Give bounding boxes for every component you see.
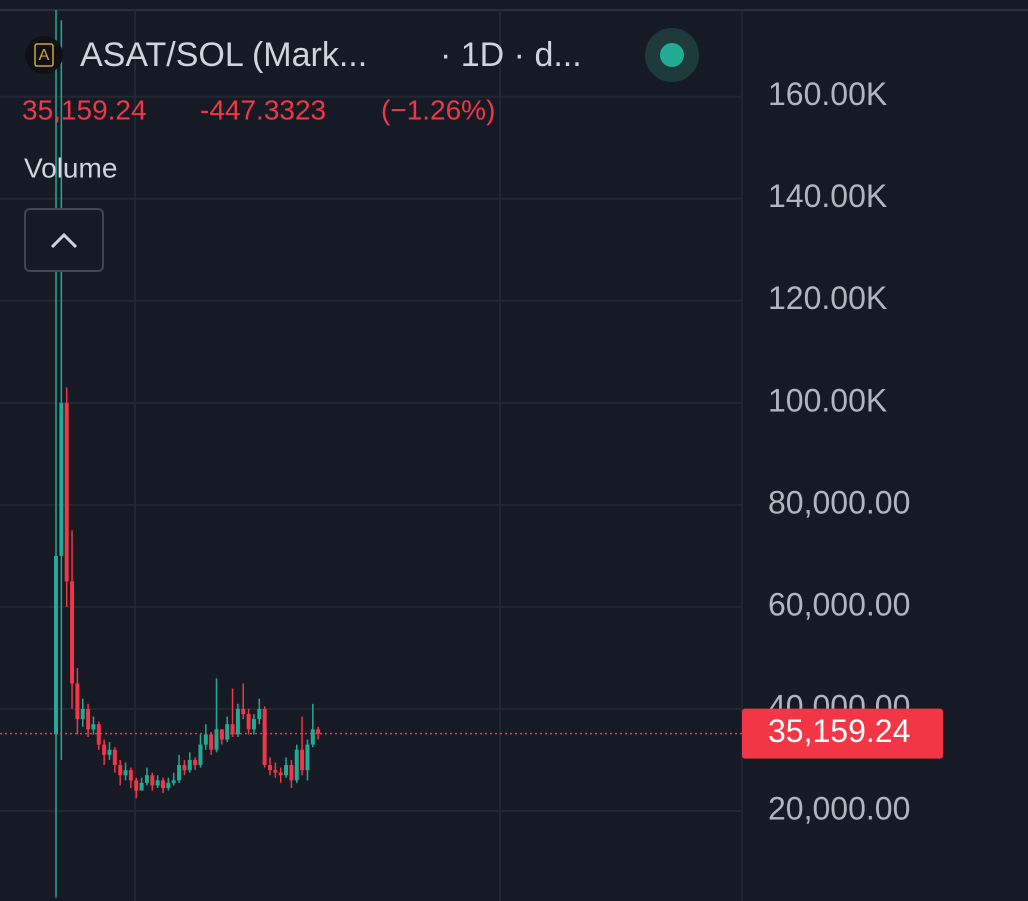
candle-body bbox=[273, 770, 278, 773]
candle-body bbox=[230, 724, 235, 735]
candle-body bbox=[118, 765, 123, 776]
candle-body bbox=[246, 714, 251, 730]
candle-body bbox=[310, 729, 315, 745]
plot-area bbox=[0, 10, 742, 898]
y-tick-label: 120.00K bbox=[768, 280, 887, 316]
symbol-icon-letter: A bbox=[39, 47, 50, 64]
last-price: 35,159.24 bbox=[22, 94, 147, 125]
collapse-caret bbox=[50, 232, 78, 249]
candle-body bbox=[305, 744, 310, 771]
candle-body bbox=[251, 719, 256, 730]
candle-body bbox=[198, 744, 203, 766]
last-price-tag-label: 35,159.24 bbox=[768, 713, 910, 749]
candle-body bbox=[64, 402, 69, 582]
candle-body bbox=[123, 770, 128, 776]
candle-body bbox=[70, 581, 75, 684]
price-change: -447.3323 bbox=[200, 94, 326, 125]
y-tick-label: 140.00K bbox=[768, 178, 887, 214]
legend: A ASAT/SOL (Mark... · 1D · d... 35,159.2… bbox=[22, 28, 699, 272]
candle-body bbox=[187, 759, 192, 771]
candle-body bbox=[214, 729, 219, 750]
candle-body bbox=[268, 765, 272, 771]
last-price-tag bbox=[742, 708, 943, 759]
y-tick-label: 100.00K bbox=[768, 382, 887, 418]
candle-body bbox=[75, 683, 80, 720]
candle-body bbox=[257, 708, 262, 720]
candle-body bbox=[80, 708, 85, 720]
candle-body bbox=[193, 759, 198, 766]
candle-body bbox=[177, 765, 182, 781]
candle-body bbox=[102, 744, 107, 755]
candle-body bbox=[284, 765, 289, 776]
y-tick-label: 60,000.00 bbox=[768, 586, 910, 622]
status-dot bbox=[660, 43, 684, 67]
candle-body bbox=[241, 708, 246, 715]
candle-body bbox=[128, 770, 133, 781]
y-tick-label: 160.00K bbox=[768, 76, 887, 112]
candle-body bbox=[107, 749, 112, 755]
y-tick-label: 20,000.00 bbox=[768, 790, 910, 826]
candle-body bbox=[262, 708, 267, 766]
candle-body bbox=[144, 775, 149, 783]
candle-body bbox=[139, 782, 144, 791]
candle-body bbox=[91, 724, 96, 730]
candle-body bbox=[166, 782, 171, 788]
candle-body bbox=[155, 780, 160, 786]
symbol-name: ASAT/SOL (Mark... bbox=[80, 36, 367, 74]
candle-body bbox=[235, 708, 240, 735]
candle-body bbox=[96, 724, 101, 745]
candle-body bbox=[225, 724, 230, 740]
candle-body bbox=[86, 708, 91, 730]
candle-body bbox=[294, 749, 299, 781]
y-tick-label: 80,000.00 bbox=[768, 484, 910, 520]
candle-body bbox=[54, 555, 58, 735]
candle-body bbox=[209, 734, 214, 750]
candle-body bbox=[150, 775, 155, 786]
collapse-button[interactable] bbox=[24, 208, 104, 272]
candle-body bbox=[203, 734, 208, 745]
price-change-pct: (−1.26%) bbox=[381, 94, 495, 125]
study-name: Volume bbox=[24, 152, 117, 183]
candle-body bbox=[161, 780, 165, 788]
candle-body bbox=[134, 780, 139, 791]
candle-body bbox=[278, 772, 283, 776]
candle-body bbox=[219, 729, 224, 740]
candle-body bbox=[182, 765, 187, 771]
interval: · 1D · d... bbox=[440, 36, 582, 74]
candle-body bbox=[316, 729, 321, 734]
candle-body bbox=[300, 749, 305, 771]
candle-body bbox=[171, 780, 176, 783]
candle-body bbox=[59, 402, 64, 556]
symbol-icon-frame bbox=[34, 43, 54, 67]
candle-body bbox=[289, 765, 294, 781]
candle-body bbox=[112, 749, 117, 766]
